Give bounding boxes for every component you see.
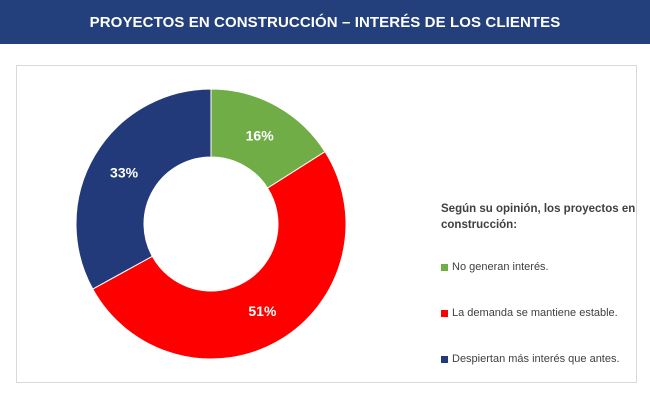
legend-swatch-blue <box>441 355 448 363</box>
legend-swatch-red <box>441 309 448 317</box>
donut-chart: 16% 51% 33% <box>75 88 347 360</box>
legend-title: Según su opinión, los proyectos en const… <box>441 203 636 231</box>
label-no-interest: 16% <box>246 127 275 143</box>
legend-swatch-green <box>441 263 448 271</box>
slice-no-interest <box>210 88 326 189</box>
chart-panel: 16% 51% 33% Según su opinión, los proyec… <box>16 65 637 383</box>
slice-more-interest <box>75 88 212 290</box>
legend-item-stable-demand: La demanda se mantiene estable. <box>441 306 641 320</box>
legend-item-more-interest: Despiertan más interés que antes. <box>441 352 641 366</box>
legend-label-more-interest: Despiertan más interés que antes. <box>452 353 620 365</box>
slice-stable-demand <box>92 150 347 360</box>
page-title: PROYECTOS EN CONSTRUCCIÓN – INTERÉS DE L… <box>89 13 561 31</box>
legend-label-stable-demand: La demanda se mantiene estable. <box>452 307 618 319</box>
chart-title-banner: PROYECTOS EN CONSTRUCCIÓN – INTERÉS DE L… <box>0 0 650 44</box>
label-stable-demand: 51% <box>248 303 277 319</box>
label-more-interest: 33% <box>110 165 139 181</box>
legend-label-no-interest: No generan interés. <box>452 261 549 273</box>
legend: Según su opinión, los proyectos en const… <box>441 201 641 398</box>
legend-item-no-interest: No generan interés. <box>441 260 641 274</box>
